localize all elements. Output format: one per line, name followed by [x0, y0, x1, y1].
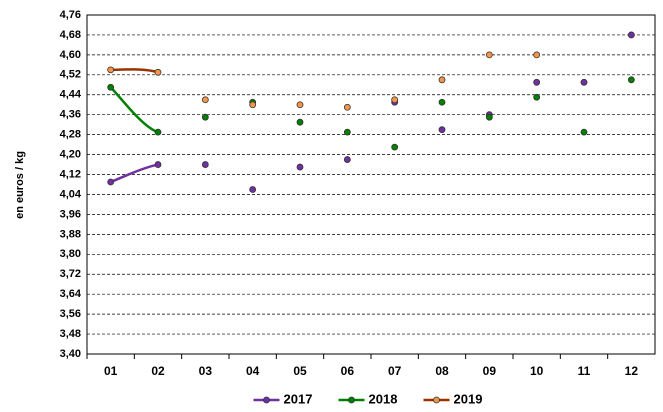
- plot-frame: [86, 14, 656, 355]
- y-tick-label: 4,36: [60, 109, 81, 121]
- data-point: [296, 101, 304, 109]
- y-tick-label: 4,44: [60, 89, 82, 101]
- data-point: [249, 186, 257, 193]
- data-point: [533, 93, 541, 101]
- legend-label: 2019: [454, 391, 483, 406]
- legend-label: 2018: [369, 391, 398, 406]
- data-point: [627, 31, 635, 39]
- data-point: [296, 163, 304, 171]
- x-tick-label: 11: [578, 364, 591, 378]
- legend-label: 2017: [284, 391, 313, 406]
- x-tick-label: 01: [104, 364, 118, 378]
- data-point: [391, 143, 399, 151]
- data-point: [107, 66, 115, 74]
- data-point: [107, 83, 115, 91]
- data-point: [438, 126, 446, 134]
- y-tick-label: 3,40: [60, 348, 81, 360]
- y-tick-label: 4,28: [60, 129, 81, 141]
- data-point: [343, 128, 351, 136]
- data-point: [201, 113, 209, 121]
- x-tick-label: 07: [388, 364, 402, 378]
- data-point: [533, 51, 541, 59]
- data-point: [154, 68, 162, 76]
- x-tick-label: 03: [199, 364, 213, 378]
- data-point: [485, 113, 493, 121]
- legend: 2017 2018 2019: [253, 391, 483, 406]
- x-tick-label: 04: [246, 364, 260, 378]
- y-axis-label: en euros / kg: [14, 151, 26, 219]
- series-line: [109, 86, 159, 134]
- x-tick-label: 10: [530, 364, 544, 378]
- data-point: [201, 161, 209, 168]
- data-point: [438, 76, 446, 84]
- data-point: [391, 96, 399, 104]
- y-tick-label: 3,48: [60, 328, 81, 340]
- y-tick-label: 3,72: [60, 268, 81, 280]
- y-tick-label: 4,68: [60, 29, 81, 41]
- y-tick-label: 4,52: [60, 69, 81, 81]
- x-tick-label: 09: [483, 364, 497, 378]
- data-point: [580, 128, 588, 136]
- y-tick-label: 4,20: [60, 148, 81, 160]
- data-point: [296, 118, 304, 126]
- y-tick-label: 4,04: [60, 188, 82, 200]
- x-tick-label: 08: [435, 364, 449, 378]
- y-tick-label: 3,88: [60, 228, 81, 240]
- data-point: [107, 178, 115, 186]
- data-point: [438, 98, 446, 106]
- legend-marker: [433, 396, 440, 404]
- series-line: [110, 68, 159, 74]
- data-point: [485, 51, 493, 59]
- y-tick-label: 3,80: [60, 248, 81, 260]
- data-point: [343, 156, 351, 163]
- legend-marker: [348, 396, 355, 404]
- x-tick-label: 12: [625, 364, 639, 378]
- series-line: [110, 163, 159, 184]
- legend-marker: [263, 396, 270, 404]
- data-point: [343, 103, 351, 111]
- x-tick-label: 06: [341, 364, 355, 378]
- y-tick-label: 4,12: [60, 168, 81, 180]
- y-tick-label: 3,56: [60, 308, 81, 320]
- x-tick-label: 02: [151, 364, 165, 378]
- data-point: [627, 76, 635, 84]
- data-point: [533, 78, 541, 86]
- data-point: [201, 96, 209, 104]
- y-tick-label: 4,60: [60, 49, 81, 61]
- data-point: [249, 101, 257, 109]
- y-tick-label: 3,64: [60, 288, 82, 300]
- y-tick-label: 3,96: [60, 208, 81, 220]
- data-point: [580, 78, 588, 86]
- data-point: [154, 161, 162, 168]
- x-tick-label: 05: [293, 364, 307, 378]
- y-tick-label: 4,76: [60, 9, 81, 21]
- data-point: [154, 128, 162, 136]
